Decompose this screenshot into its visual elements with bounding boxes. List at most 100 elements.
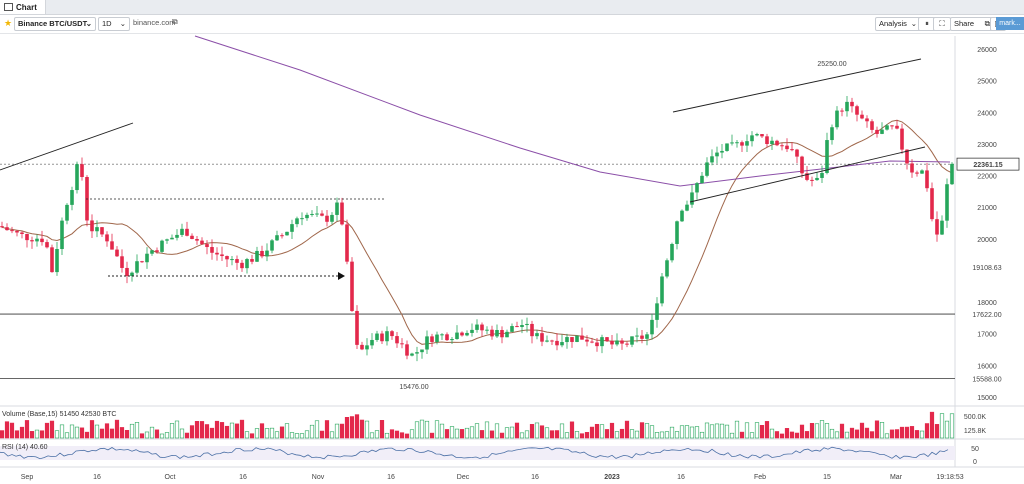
candle-body (260, 250, 264, 257)
volume-bar (929, 411, 935, 439)
candle-body (670, 243, 674, 261)
current-price-box (956, 157, 1020, 171)
symbol-selector[interactable]: Binance BTC/USDT ⌄ (14, 17, 96, 31)
volume-bar (174, 420, 180, 439)
candle-body (15, 230, 19, 233)
volume-bar (559, 423, 565, 439)
candle-body (845, 101, 849, 112)
candle-body (780, 145, 784, 147)
volume-bar (0, 430, 5, 439)
volume-bar (354, 414, 360, 439)
candle-body (135, 261, 139, 273)
source-link[interactable]: binance.com (133, 18, 176, 27)
candle-body (770, 140, 774, 145)
candle-body (305, 214, 309, 219)
candle-body (520, 325, 524, 328)
volume-bar (884, 433, 890, 439)
candle-body (220, 254, 224, 257)
volume-bar (694, 426, 700, 439)
volume-bar (184, 432, 190, 439)
volume-bar (714, 423, 720, 439)
channel-upper-line (672, 58, 922, 113)
volume-bar (529, 424, 535, 439)
volume-bar (284, 423, 290, 439)
volume-bar (564, 432, 570, 439)
volume-bar (169, 423, 175, 439)
volume-bar (49, 420, 55, 439)
candle-body (115, 249, 119, 257)
candle-body (705, 162, 709, 176)
time-tick-label: Mar (890, 474, 903, 481)
candle-body (215, 252, 219, 255)
volume-bar (849, 427, 855, 439)
volume-bar (219, 422, 225, 439)
candle-body (890, 125, 894, 127)
candle-body (65, 204, 69, 221)
volume-bar (189, 425, 195, 439)
price-level-label: 17622.00 (972, 312, 1001, 319)
volume-bar (44, 422, 50, 439)
volume-bar (799, 424, 805, 439)
volume-bar (359, 419, 365, 439)
star-icon[interactable]: ★ (4, 18, 13, 28)
candle-body (475, 324, 479, 330)
volume-bar (499, 432, 505, 439)
candle-body (640, 335, 644, 339)
volume-bar (224, 425, 230, 439)
candle-body (360, 344, 364, 350)
price-tick-label: 15000 (977, 395, 997, 402)
price-tick-label: 23000 (977, 142, 997, 149)
candle-body (635, 335, 639, 337)
volume-bar (814, 423, 820, 439)
volume-bar (214, 420, 220, 439)
volume-bar (419, 419, 425, 439)
candle-body (615, 340, 619, 345)
candle-body (550, 340, 554, 342)
time-tick-label: Feb (754, 474, 766, 481)
candle-body (460, 332, 464, 336)
candle-body (690, 192, 694, 205)
candle-body (680, 210, 684, 222)
volume-bar (899, 426, 905, 439)
price-level-label: 19108.63 (972, 265, 1001, 272)
volume-bar (324, 420, 330, 439)
candle-body (190, 235, 194, 240)
candle-body (885, 125, 889, 130)
volume-bar (279, 426, 285, 439)
volume-bar (659, 431, 665, 439)
volume-bar (74, 426, 80, 439)
external-link-icon[interactable]: ⧉ (172, 17, 178, 26)
volume-bar (494, 423, 500, 439)
candle-body (200, 240, 204, 245)
rsi-panel-label: RSI (14) 40.60 (2, 444, 48, 451)
volume-bar (404, 433, 410, 439)
tab-chart[interactable]: Chart (0, 0, 46, 14)
volume-bar (889, 429, 895, 439)
candle-body (235, 259, 239, 263)
candle-body (320, 213, 324, 216)
candle-body (545, 340, 549, 342)
candle-body (20, 232, 24, 235)
volume-bars (0, 411, 955, 439)
volume-bar (729, 432, 735, 439)
candle-body (420, 349, 424, 353)
candle-body (540, 333, 544, 342)
volume-bar (134, 422, 140, 439)
candle-body (695, 183, 699, 193)
share-button[interactable]: Share ⧉ (950, 17, 994, 31)
volume-bar (414, 421, 420, 439)
ma-short-line (1, 119, 953, 345)
candle-body (335, 202, 339, 215)
interval-selector[interactable]: 1D ⌄ (98, 17, 130, 31)
candle-body (900, 128, 904, 150)
candlestick-series (0, 96, 954, 362)
candle-body (815, 177, 819, 181)
candle-body (765, 136, 769, 145)
price-tick-label: 18000 (977, 300, 997, 307)
candle-body (720, 150, 724, 153)
volume-bar (109, 428, 115, 439)
volume-bar (774, 431, 780, 439)
candle-body (510, 326, 514, 332)
price-tick-label: 17000 (977, 332, 997, 339)
